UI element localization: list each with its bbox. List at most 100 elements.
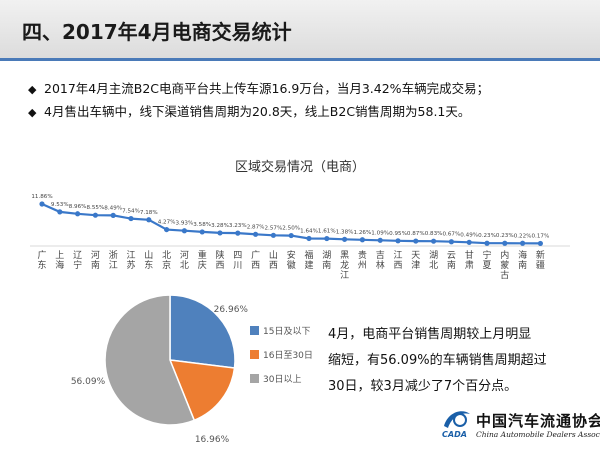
header-divider xyxy=(0,58,600,61)
data-label: 1.64% xyxy=(300,228,318,234)
data-point xyxy=(359,237,365,243)
data-point xyxy=(253,231,259,237)
x-tick-label: 甘肃 xyxy=(465,249,474,271)
note-line: 30日，较3月减少了7个百分点。 xyxy=(328,379,518,394)
data-label: 8.96% xyxy=(69,204,87,210)
data-point xyxy=(324,235,330,242)
x-tick-label: 新疆 xyxy=(536,249,545,271)
data-point xyxy=(199,229,205,235)
data-point xyxy=(75,211,81,217)
data-label: 8.55% xyxy=(87,205,105,211)
data-point xyxy=(502,240,508,246)
x-tick-label: 江苏 xyxy=(126,250,135,271)
data-point xyxy=(395,238,401,244)
logo-english-name: China Automobile Dealers Association xyxy=(476,430,600,439)
data-label: 7.18% xyxy=(140,210,158,216)
data-point xyxy=(92,212,98,218)
data-point xyxy=(39,201,45,207)
x-tick-label: 广西 xyxy=(251,249,260,271)
x-tick-label: 天津 xyxy=(411,251,420,271)
line-chart-title: 区域交易情况（电商） xyxy=(234,160,365,175)
x-tick-label: 内蒙古 xyxy=(500,249,509,281)
data-label: 0.83% xyxy=(425,231,443,237)
data-point xyxy=(146,217,152,223)
data-point xyxy=(110,212,116,218)
data-point xyxy=(342,236,348,242)
data-label: 0.67% xyxy=(443,232,461,238)
x-tick-label: 安徽 xyxy=(287,249,296,271)
note-line: 缩短，有56.09%的车辆销售周期超过 xyxy=(328,353,547,368)
data-label: 3.23% xyxy=(229,223,247,229)
data-label: 9.53% xyxy=(51,202,69,208)
data-label: 3.93% xyxy=(176,221,194,227)
page-title: 四、2017年4月电商交易统计 xyxy=(22,20,292,44)
data-point xyxy=(537,240,544,247)
x-tick-label: 黑龙江 xyxy=(340,250,349,281)
note-line: 4月，电商平台销售周期较上月明显 xyxy=(328,327,532,342)
pie-data-label: 26.96% xyxy=(214,305,249,315)
data-point xyxy=(484,240,490,246)
legend-item: 16日至30日 xyxy=(250,342,313,366)
data-point xyxy=(431,238,437,244)
legend-label: 30日以上 xyxy=(263,374,302,385)
x-tick-label: 河北 xyxy=(180,249,189,271)
legend-swatch xyxy=(250,325,259,335)
data-label: 1.38% xyxy=(336,229,354,235)
legend-swatch xyxy=(250,373,259,383)
x-tick-label: 山东 xyxy=(144,250,153,271)
data-point xyxy=(448,239,454,245)
legend-item: 30日以上 xyxy=(250,366,313,390)
bullet-item: ◆ 4月售出车辆中，线下渠道销售周期为20.8天，线上B2C销售周期为58.1天。 xyxy=(28,101,588,124)
x-tick-label: 江西 xyxy=(393,250,402,271)
x-tick-label: 重庆 xyxy=(198,249,207,271)
header-bar: 四、2017年4月电商交易统计 xyxy=(0,0,600,58)
legend-label: 16日至30日 xyxy=(263,350,313,361)
pie-data-label: 16.96% xyxy=(195,435,230,445)
x-tick-label: 云南 xyxy=(447,251,456,271)
data-point xyxy=(181,228,187,234)
x-tick-label: 上海 xyxy=(55,250,64,271)
pie-data-label: 56.09% xyxy=(71,377,106,387)
data-label: 0.49% xyxy=(460,232,478,238)
data-label: 1.09% xyxy=(371,230,389,236)
x-tick-label: 辽宁 xyxy=(73,250,82,271)
data-label: 3.28% xyxy=(211,223,229,229)
data-label: 2.87% xyxy=(247,224,265,230)
x-tick-label: 海南 xyxy=(518,249,527,271)
data-label: 7.54% xyxy=(122,209,140,215)
data-point xyxy=(306,235,312,242)
data-point xyxy=(128,215,134,222)
pie-legend: 15日及以下 16日至30日 30日以上 xyxy=(250,318,313,390)
sales-cycle-pie-chart: 26.96% 16.96% 56.09% xyxy=(71,294,249,445)
x-tick-label: 河南 xyxy=(91,249,100,271)
data-label: 0.22% xyxy=(514,233,532,239)
data-label: 4.27% xyxy=(158,220,176,226)
data-label: 1.61% xyxy=(318,229,336,235)
diamond-bullet-icon: ◆ xyxy=(28,83,37,96)
data-label: 8.49% xyxy=(104,205,122,211)
summary-bullets: ◆ 2017年4月主流B2C电商平台共上传车源16.9万台，当月3.42%车辆完成… xyxy=(28,78,588,124)
x-tick-label: 四川 xyxy=(233,251,242,271)
x-tick-label: 陕西 xyxy=(215,249,224,271)
data-point xyxy=(520,240,526,246)
x-tick-label: 广东 xyxy=(37,249,46,271)
cada-emblem-icon xyxy=(444,411,470,428)
x-tick-label: 山西 xyxy=(269,250,278,271)
analysis-note: 4月，电商平台销售周期较上月明显 缩短，有56.09%的车辆销售周期超过 30日… xyxy=(328,322,547,400)
pie-slice xyxy=(169,294,236,369)
data-label: 2.57% xyxy=(265,225,283,231)
x-tick-label: 宁夏 xyxy=(482,249,491,271)
x-tick-label: 浙江 xyxy=(109,249,118,271)
pie-slice xyxy=(104,294,196,426)
x-tick-label: 贵州 xyxy=(358,249,367,271)
data-point xyxy=(235,230,241,236)
data-label: 0.95% xyxy=(389,231,407,237)
logo-abbr: CADA xyxy=(442,430,467,439)
logo-chinese-name: 中国汽车流通协会 xyxy=(476,412,600,430)
data-label: 0.87% xyxy=(407,231,425,237)
bullet-item: ◆ 2017年4月主流B2C电商平台共上传车源16.9万台，当月3.42%车辆完成… xyxy=(28,78,588,101)
x-tick-label: 北京 xyxy=(162,250,171,271)
legend-item: 15日及以下 xyxy=(250,318,313,342)
data-label: 3.58% xyxy=(193,222,211,228)
data-label: 1.26% xyxy=(354,230,372,236)
